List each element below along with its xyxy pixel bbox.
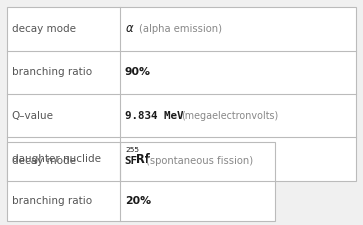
Text: daughter nuclide: daughter nuclide	[12, 154, 101, 164]
Text: 20%: 20%	[125, 196, 151, 206]
Text: (spontaneous fission): (spontaneous fission)	[146, 156, 253, 166]
Bar	[7, 7, 356, 181]
Text: 255: 255	[125, 147, 139, 153]
Text: decay mode: decay mode	[12, 24, 76, 34]
Bar	[7, 142, 275, 220]
Text: branching ratio: branching ratio	[12, 67, 92, 77]
Text: 9.834 MeV: 9.834 MeV	[125, 111, 183, 121]
Text: decay mode: decay mode	[12, 156, 76, 166]
Text: SF: SF	[125, 156, 138, 166]
Text: 90%: 90%	[125, 67, 151, 77]
Text: Rf: Rf	[136, 153, 150, 166]
Text: Q–value: Q–value	[12, 111, 54, 121]
Text: (megaelectronvolts): (megaelectronvolts)	[181, 111, 278, 121]
Text: (alpha emission): (alpha emission)	[139, 24, 223, 34]
Text: branching ratio: branching ratio	[12, 196, 92, 206]
Text: $\it{\alpha}$: $\it{\alpha}$	[125, 22, 134, 35]
